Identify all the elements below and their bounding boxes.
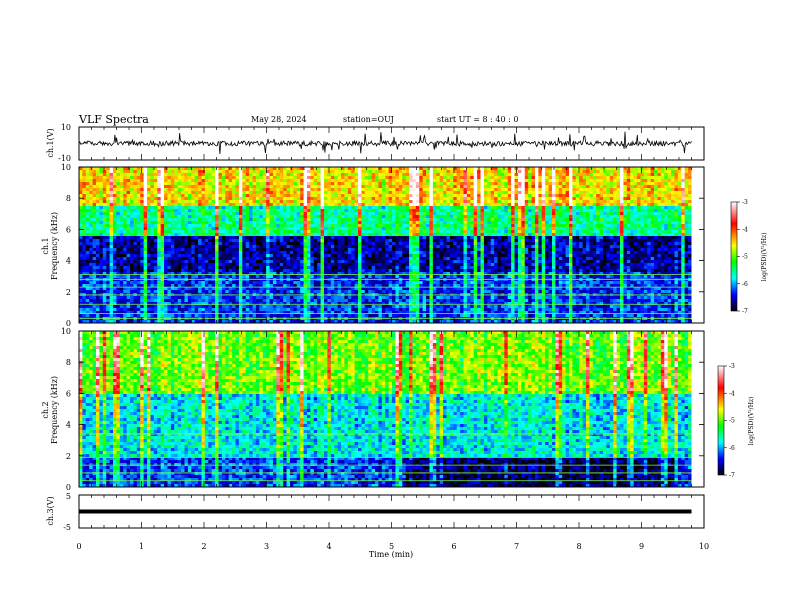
ch1-ytick-top: 10	[61, 123, 71, 132]
ch1-ytick-bottom: -10	[58, 154, 71, 163]
ch1-waveform-panel: 10 -10 ch.1(V)	[46, 123, 704, 163]
ch1-waveform-ylabel: ch.1(V)	[46, 128, 55, 157]
station-label: station=OUJ	[343, 115, 394, 124]
start-time-label: start UT = 8 : 40 : 0	[437, 115, 518, 124]
figure-title: VLF Spectra	[78, 113, 149, 126]
date-label: May 28, 2024	[251, 115, 307, 124]
ch1-spectrogram-image	[79, 167, 704, 324]
